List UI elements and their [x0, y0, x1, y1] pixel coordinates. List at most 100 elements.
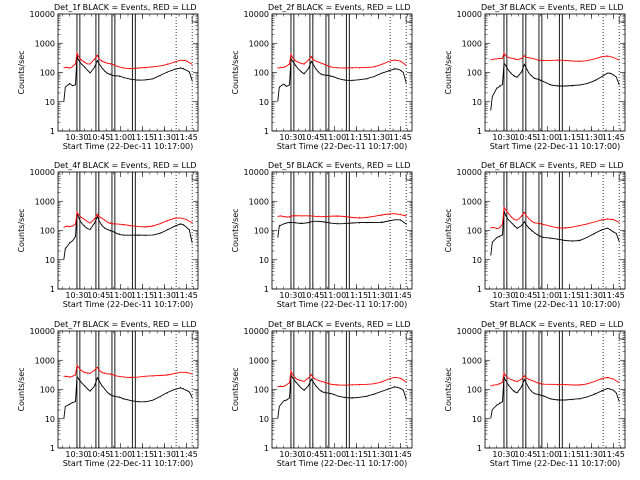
data-point-lld: [373, 216, 375, 217]
data-point-lld: [381, 380, 382, 382]
data-point-lld: [308, 378, 309, 379]
data-point-events: [502, 400, 503, 402]
data-point-events: [542, 396, 544, 397]
data-point-events: [286, 223, 287, 224]
data-point-lld: [525, 56, 527, 57]
data-point-events: [516, 76, 518, 78]
data-point-events: [615, 392, 617, 394]
data-point-lld: [528, 57, 530, 59]
data-point-lld: [89, 63, 91, 65]
data-point-events: [152, 234, 154, 236]
data-point-events: [516, 391, 518, 393]
data-point-events: [104, 70, 106, 72]
data-point-events: [405, 399, 407, 400]
data-point-lld: [113, 374, 114, 376]
data-point-lld: [359, 216, 360, 218]
x-tick-label: 11:30: [367, 291, 390, 300]
data-point-lld: [277, 385, 279, 387]
data-point-lld: [145, 376, 146, 378]
data-point-lld: [531, 220, 533, 221]
x-tick-label: 11:30: [153, 450, 176, 459]
data-point-events: [510, 72, 512, 74]
data-point-lld: [294, 215, 296, 217]
data-point-events: [502, 234, 503, 236]
y-tick-label: 1000: [249, 39, 269, 48]
data-point-events: [312, 63, 314, 65]
y-tick-label: 1: [264, 127, 269, 136]
data-point-events: [618, 83, 620, 85]
data-point-events: [318, 221, 320, 223]
data-point-events: [300, 387, 302, 389]
data-point-lld: [579, 225, 581, 227]
x-tick-label: 11:00: [109, 450, 132, 459]
data-point-lld: [572, 384, 573, 386]
data-point-events: [185, 389, 187, 391]
data-point-lld: [159, 65, 161, 67]
data-point-lld: [123, 66, 124, 68]
x-tick-label: 11:30: [367, 450, 390, 459]
data-point-lld: [69, 66, 71, 68]
data-point-lld: [311, 373, 312, 375]
data-point-lld: [510, 216, 512, 217]
data-point-events: [397, 386, 398, 388]
data-point-lld: [542, 59, 544, 61]
data-point-events: [110, 230, 111, 232]
data-point-events: [89, 229, 91, 231]
data-point-events: [292, 61, 293, 62]
data-point-lld: [311, 55, 312, 57]
data-point-events: [510, 387, 512, 389]
data-point-lld: [510, 58, 512, 59]
data-point-events: [513, 225, 515, 227]
data-point-events: [294, 65, 296, 67]
data-point-events: [405, 82, 407, 83]
x-tick-label: 11:00: [536, 133, 559, 142]
x-tick-label: 11:45: [602, 291, 625, 300]
data-point-events: [318, 388, 320, 390]
data-point-events: [118, 76, 120, 78]
y-tick-label: 100: [40, 386, 55, 395]
chart-panel-6: Det_6f BLACK = Events, RED = LLD 1 10 100 10…: [444, 161, 626, 309]
data-point-lld: [612, 56, 614, 58]
data-point-events: [607, 387, 608, 389]
y-axis-label: Counts/sec: [17, 367, 26, 411]
y-tick-label: 100: [467, 386, 482, 395]
data-point-events: [75, 400, 76, 402]
data-point-lld: [308, 60, 309, 61]
data-point-events: [607, 72, 608, 74]
data-point-events: [537, 394, 538, 395]
data-point-lld: [94, 59, 95, 61]
data-point-lld: [191, 374, 193, 376]
data-point-events: [344, 222, 346, 224]
chart-panel-9: Det_9f BLACK = Events, RED = LLD 1 10 100 10…: [444, 320, 626, 468]
data-point-events: [337, 395, 338, 397]
data-point-events: [104, 389, 106, 390]
data-point-lld: [297, 379, 299, 380]
data-point-lld: [80, 59, 82, 60]
data-point-lld: [107, 373, 108, 375]
y-tick-label: 1: [477, 444, 482, 453]
data-point-events: [107, 391, 108, 393]
data-point-lld: [312, 215, 314, 217]
y-tick-label: 1: [477, 127, 482, 136]
data-point-events: [315, 68, 317, 70]
data-point-lld: [503, 52, 505, 53]
data-point-lld: [280, 216, 282, 217]
y-tick-label: 1: [50, 285, 55, 294]
data-point-events: [191, 397, 193, 399]
series-line-events: [490, 61, 620, 110]
chart-title: Det_8f BLACK = Events, RED = LLD: [268, 320, 411, 329]
data-point-events: [610, 228, 611, 230]
data-point-events: [394, 67, 395, 69]
data-point-lld: [557, 226, 559, 228]
data-point-events: [381, 72, 382, 74]
data-point-events: [525, 223, 527, 225]
plot-frame: [271, 330, 413, 449]
data-point-events: [381, 221, 382, 223]
data-point-events: [496, 237, 498, 239]
data-point-lld: [534, 381, 535, 383]
data-point-lld: [327, 65, 328, 66]
data-point-events: [525, 66, 527, 68]
data-point-lld: [521, 216, 522, 217]
chart-panel-4: Det_4f BLACK = Events, RED = LLD 1 10 100 10…: [17, 161, 199, 309]
data-point-events: [78, 378, 79, 379]
